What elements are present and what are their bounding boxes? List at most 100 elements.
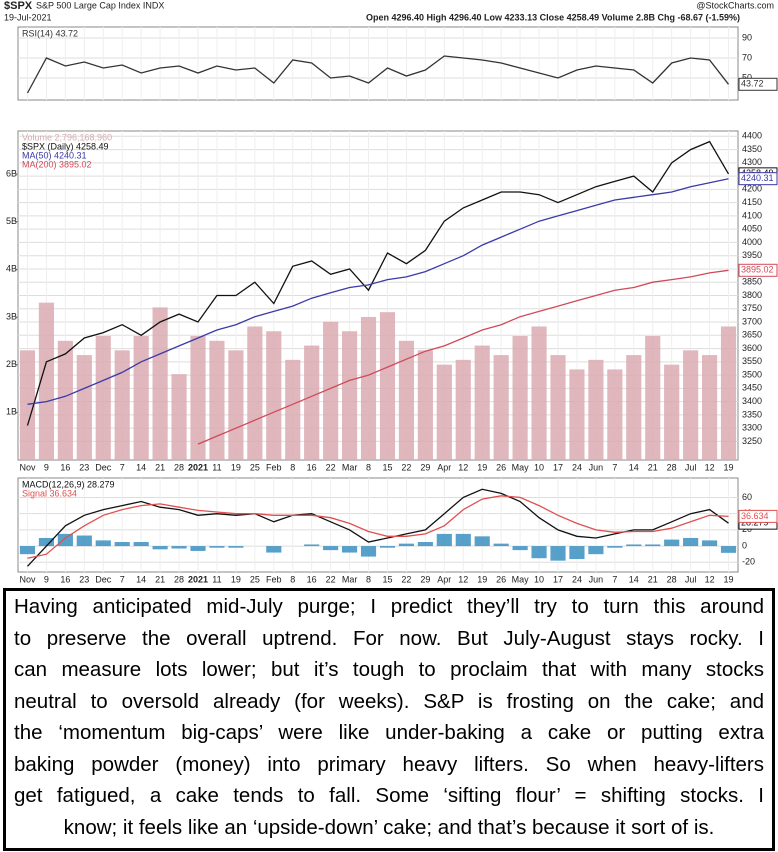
note: Having anticipated mid-July purge; I pre… bbox=[3, 588, 775, 851]
bar bbox=[720, 326, 737, 460]
bar bbox=[342, 331, 358, 460]
bar bbox=[209, 340, 225, 460]
x-tick-label: 15 bbox=[382, 574, 392, 584]
x-tick-label: 10 bbox=[534, 574, 544, 584]
y-tick-label: 3800 bbox=[742, 290, 762, 300]
x-tick-label: 21 bbox=[155, 574, 165, 584]
x-tick-label: 11 bbox=[212, 462, 221, 472]
x-tick-label: 12 bbox=[458, 574, 468, 584]
note-line: neutral to oversold already (for weeks).… bbox=[14, 689, 764, 713]
bar bbox=[702, 540, 718, 547]
y-tick-label: 4400 bbox=[742, 131, 762, 141]
bar bbox=[683, 537, 699, 547]
bar bbox=[398, 543, 414, 547]
x-tick-label: Jul bbox=[685, 462, 697, 472]
x-tick-label: 14 bbox=[136, 574, 146, 584]
bar bbox=[512, 336, 528, 460]
bar bbox=[720, 546, 737, 553]
line-series bbox=[27, 488, 729, 567]
x-tick-label: 2021 bbox=[188, 462, 208, 472]
x-tick-label: 22 bbox=[326, 574, 336, 584]
legend-entry: MACD(12,26,9) 28.279 bbox=[22, 479, 115, 489]
x-tick-label: May bbox=[512, 462, 530, 472]
last-value: 3895.02 bbox=[741, 265, 774, 275]
bar bbox=[531, 546, 547, 559]
note-line: the ‘momentum big-caps’ were like under-… bbox=[14, 721, 764, 744]
x-tick-label: Feb bbox=[266, 574, 282, 584]
x-tick-label: Jul bbox=[685, 574, 697, 584]
bar bbox=[152, 307, 168, 460]
bar bbox=[209, 546, 225, 548]
legend-entry: RSI(14) 43.72 bbox=[22, 28, 78, 38]
x-tick-label: 12 bbox=[705, 574, 715, 584]
bar bbox=[76, 355, 92, 460]
bar bbox=[550, 355, 566, 460]
bar bbox=[531, 326, 547, 460]
bar bbox=[171, 546, 187, 549]
bar bbox=[607, 546, 623, 548]
x-tick-label: 19 bbox=[477, 574, 487, 584]
x-tick-label: 17 bbox=[553, 574, 563, 584]
bar bbox=[323, 321, 339, 460]
bar bbox=[114, 350, 130, 460]
bar bbox=[683, 350, 699, 460]
x-tick-label: 8 bbox=[366, 462, 371, 472]
x-tick-label: 16 bbox=[60, 574, 70, 584]
x-tick-label: 16 bbox=[60, 462, 70, 472]
bar bbox=[190, 336, 206, 460]
x-tick-label: 22 bbox=[401, 462, 411, 472]
last-value-box bbox=[738, 509, 778, 523]
date: 19-Jul-2021 bbox=[4, 12, 52, 22]
bar bbox=[76, 535, 92, 547]
y-tick-label: 90 bbox=[742, 32, 752, 42]
line-series bbox=[26, 140, 730, 426]
x-tick-label: Dec bbox=[95, 574, 112, 584]
bar bbox=[114, 542, 130, 547]
bar bbox=[190, 546, 206, 551]
bar bbox=[645, 544, 661, 547]
x-tick-label: 19 bbox=[231, 462, 241, 472]
bar bbox=[304, 345, 320, 460]
x-tick-label: 14 bbox=[629, 574, 639, 584]
y-tick-label: 4150 bbox=[742, 197, 762, 207]
x-tick-label: 23 bbox=[79, 574, 89, 584]
y-tick-label: 60 bbox=[742, 492, 752, 502]
bar bbox=[19, 350, 36, 460]
bar bbox=[512, 546, 528, 551]
x-tick-label: 28 bbox=[667, 574, 677, 584]
x-tick-label: 16 bbox=[307, 574, 317, 584]
bar bbox=[19, 546, 36, 555]
line-series bbox=[197, 269, 729, 445]
legend-entry: Volume 2,796,168,960 bbox=[22, 132, 112, 142]
x-tick-label: 16 bbox=[307, 462, 317, 472]
x-tick-label: 8 bbox=[366, 574, 371, 584]
note-line: baking powder (money) into primary heavy… bbox=[14, 752, 764, 776]
bar bbox=[436, 364, 452, 460]
panel-frame bbox=[17, 26, 739, 101]
bar bbox=[95, 336, 111, 460]
y-tick-label: 3450 bbox=[742, 383, 762, 393]
x-tick-label: 26 bbox=[496, 462, 506, 472]
bar bbox=[323, 546, 339, 551]
x-tick-label: 14 bbox=[629, 462, 639, 472]
note-line: know; it feels like an ‘upside-down’ cak… bbox=[63, 815, 715, 839]
x-tick-label: Mar bbox=[342, 462, 358, 472]
last-value: 36.634 bbox=[741, 511, 769, 521]
bar bbox=[95, 540, 111, 547]
bar bbox=[417, 350, 433, 460]
bar bbox=[379, 312, 396, 460]
bar bbox=[285, 359, 301, 460]
y-tick-label: 3300 bbox=[742, 423, 762, 433]
x-tick-label: 25 bbox=[250, 462, 260, 472]
x-tick-label: 28 bbox=[174, 574, 184, 584]
x-tick-label: Jun bbox=[589, 462, 604, 472]
y-tick-label: 3600 bbox=[742, 343, 762, 353]
bar bbox=[266, 331, 282, 460]
x-tick-label: 7 bbox=[612, 462, 617, 472]
x-tick-label: 28 bbox=[174, 462, 184, 472]
x-tick-label: 12 bbox=[705, 462, 715, 472]
x-tick-label: Nov bbox=[19, 462, 36, 472]
x-tick-label: 7 bbox=[612, 574, 617, 584]
bar bbox=[133, 336, 149, 460]
